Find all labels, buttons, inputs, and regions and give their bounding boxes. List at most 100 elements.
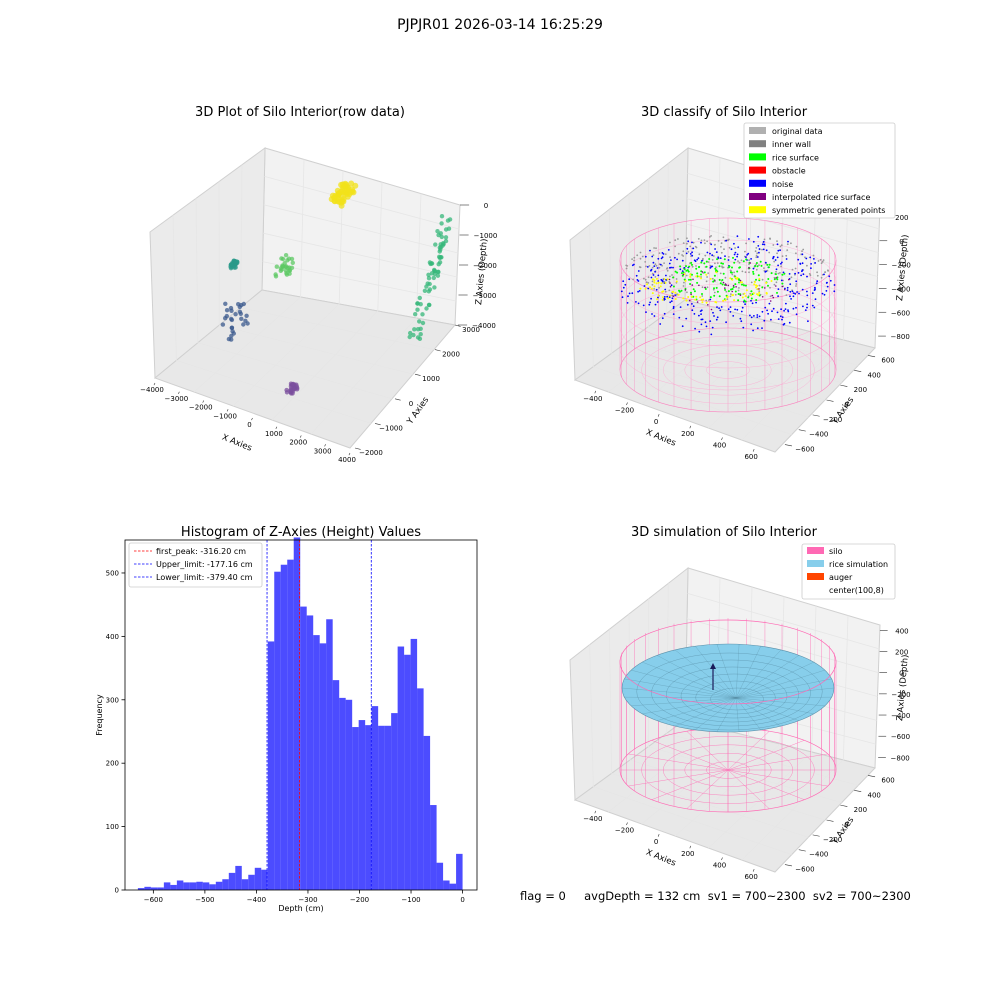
scatter-point bbox=[730, 293, 732, 295]
scatter-point bbox=[663, 312, 666, 315]
scatter-point bbox=[798, 292, 800, 295]
silo-wire bbox=[686, 769, 729, 809]
histogram-bar bbox=[274, 571, 281, 890]
scatter-point bbox=[688, 299, 691, 302]
y-axis-tick-label: 200 bbox=[854, 806, 867, 814]
scatter-point bbox=[647, 287, 650, 290]
silo-wire bbox=[727, 731, 770, 771]
grid-line bbox=[416, 193, 422, 319]
silo-wire bbox=[684, 353, 772, 387]
scatter-point bbox=[701, 259, 703, 262]
grid-line bbox=[608, 629, 613, 774]
x-axis-tick bbox=[153, 382, 156, 386]
x-axis-tick bbox=[752, 869, 755, 872]
scatter-point bbox=[649, 301, 651, 304]
scatter-point bbox=[763, 319, 766, 322]
scatter-point bbox=[752, 329, 754, 332]
scatter-point bbox=[779, 249, 781, 252]
scatter-point bbox=[735, 286, 737, 288]
scatter-point bbox=[447, 217, 453, 222]
scatter-point bbox=[775, 285, 777, 287]
y-tick-label: 500 bbox=[106, 569, 119, 577]
scatter-point bbox=[670, 266, 672, 269]
scatter-point bbox=[743, 292, 746, 295]
scatter-point bbox=[813, 306, 816, 309]
scatter-point bbox=[775, 268, 778, 271]
scatter-point bbox=[755, 299, 758, 301]
histogram-bar bbox=[397, 646, 405, 890]
legend-swatch bbox=[807, 547, 824, 554]
scatter-point bbox=[663, 296, 666, 298]
z-axis-tick-label: −400 bbox=[891, 712, 910, 720]
scatter-point bbox=[686, 242, 688, 245]
scatter-point bbox=[797, 258, 800, 261]
scatter-point bbox=[744, 300, 747, 303]
scatter-point bbox=[776, 278, 779, 281]
scatter-point bbox=[758, 248, 761, 250]
y-axis-label: Y Axies bbox=[830, 395, 857, 427]
histogram-bar bbox=[345, 699, 353, 890]
scatter-point bbox=[762, 240, 765, 243]
scatter-point bbox=[755, 263, 757, 266]
histogram-bar bbox=[176, 880, 184, 890]
scatter-point bbox=[745, 258, 748, 261]
scatter-point bbox=[786, 243, 789, 246]
scatter-point bbox=[690, 295, 693, 298]
scatter-point bbox=[699, 310, 702, 312]
scatter-point bbox=[670, 300, 673, 303]
x-tick-label: −300 bbox=[298, 896, 317, 904]
scatter-point bbox=[757, 294, 760, 296]
scatter-point bbox=[726, 296, 729, 299]
x-axis-tick bbox=[657, 834, 660, 837]
rice-mesh bbox=[735, 646, 761, 699]
grid-line bbox=[264, 176, 460, 230]
grid-line bbox=[741, 339, 844, 441]
scatter-point bbox=[427, 302, 432, 308]
scatter-point bbox=[740, 310, 743, 313]
scatter-point bbox=[664, 253, 667, 256]
scatter-point bbox=[695, 295, 698, 298]
grid-line bbox=[263, 232, 458, 278]
scatter-point bbox=[722, 281, 725, 284]
silo-wire bbox=[619, 305, 837, 391]
y-tick-label: 400 bbox=[106, 633, 119, 641]
scatter-point bbox=[701, 271, 704, 273]
histogram-bar bbox=[209, 884, 216, 890]
scatter-point bbox=[734, 290, 737, 293]
scatter-point bbox=[229, 325, 235, 330]
scatter-point bbox=[653, 247, 655, 249]
y-axis-tick-label: −600 bbox=[795, 866, 814, 874]
scatter-point bbox=[727, 259, 730, 261]
scatter-point bbox=[752, 270, 755, 273]
scatter-point bbox=[688, 265, 691, 268]
scatter-point bbox=[775, 277, 777, 279]
scatter-point bbox=[681, 259, 684, 262]
scatter-point bbox=[744, 271, 747, 274]
scatter-point bbox=[776, 243, 779, 246]
scatter-point bbox=[768, 302, 771, 305]
scatter-point bbox=[687, 296, 690, 298]
scatter-point bbox=[781, 285, 784, 288]
rice-mesh bbox=[735, 662, 814, 699]
scatter-point bbox=[741, 296, 744, 299]
scatter-point bbox=[334, 187, 341, 194]
scatter-point bbox=[644, 255, 647, 258]
rice-mesh bbox=[624, 678, 737, 699]
scatter-point bbox=[790, 242, 792, 245]
legend-swatch bbox=[749, 206, 766, 214]
x-axis-tick bbox=[594, 810, 597, 814]
scatter-point bbox=[720, 262, 723, 265]
scatter-point bbox=[652, 261, 655, 264]
scatter-point bbox=[694, 327, 696, 330]
z-axis-tick-label: −4000 bbox=[472, 322, 496, 330]
scatter-point bbox=[750, 323, 753, 326]
scatter-point bbox=[709, 252, 711, 255]
scatter-point bbox=[431, 275, 436, 281]
scatter-point bbox=[233, 260, 238, 265]
scatter-point bbox=[755, 286, 757, 289]
histogram-bar bbox=[196, 881, 203, 890]
scatter-point bbox=[653, 288, 655, 290]
scatter-point bbox=[417, 319, 422, 324]
scatter-point bbox=[705, 265, 708, 268]
scatter-point bbox=[736, 270, 739, 273]
